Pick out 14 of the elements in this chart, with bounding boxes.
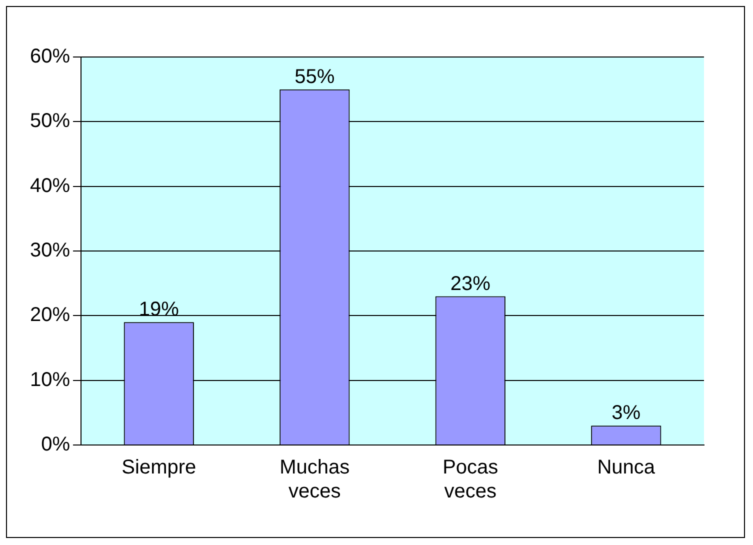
y-tick-label: 40% <box>30 174 70 197</box>
x-tick-label: Nunca <box>597 456 656 479</box>
y-tick-label: 50% <box>30 110 70 132</box>
y-tick-label: 60% <box>30 46 70 68</box>
data-label: 55% <box>294 66 335 88</box>
y-tick-label: 0% <box>41 434 70 456</box>
data-label: 23% <box>450 272 491 295</box>
x-tick-label: Siempre <box>122 456 196 479</box>
x-tick-label: Pocas veces <box>442 456 498 503</box>
y-tick-label: 20% <box>30 304 70 326</box>
y-tick-label: 30% <box>30 240 70 262</box>
y-tick-label: 10% <box>30 368 70 391</box>
data-label: 3% <box>612 402 641 424</box>
x-tick-label: Muchas veces <box>280 456 350 503</box>
